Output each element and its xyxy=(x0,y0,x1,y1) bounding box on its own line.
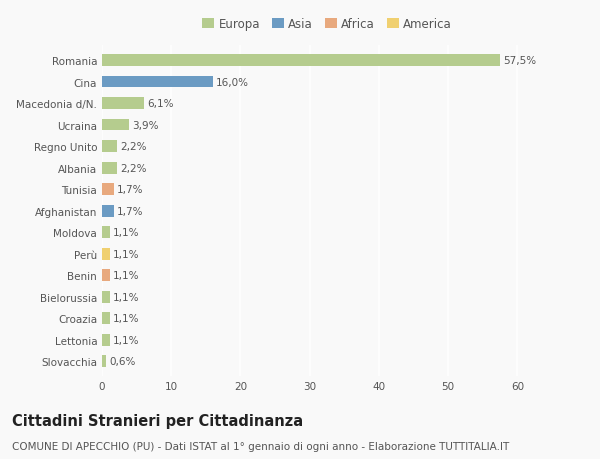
Bar xyxy=(102,77,213,88)
Text: 1,1%: 1,1% xyxy=(113,270,140,280)
Bar xyxy=(102,98,144,110)
Text: 0,6%: 0,6% xyxy=(110,356,136,366)
Text: 2,2%: 2,2% xyxy=(121,142,147,152)
Text: 2,2%: 2,2% xyxy=(121,163,147,173)
Text: 1,1%: 1,1% xyxy=(113,313,140,324)
Text: 6,1%: 6,1% xyxy=(148,99,174,109)
Text: 1,1%: 1,1% xyxy=(113,249,140,259)
Text: COMUNE DI APECCHIO (PU) - Dati ISTAT al 1° gennaio di ogni anno - Elaborazione T: COMUNE DI APECCHIO (PU) - Dati ISTAT al … xyxy=(12,441,509,451)
Text: 1,1%: 1,1% xyxy=(113,292,140,302)
Bar xyxy=(102,141,117,153)
Bar xyxy=(102,227,110,239)
Bar xyxy=(102,162,117,174)
Bar xyxy=(102,313,110,325)
Bar xyxy=(102,291,110,303)
Text: 57,5%: 57,5% xyxy=(503,56,536,66)
Bar xyxy=(102,334,110,346)
Bar xyxy=(102,269,110,281)
Bar xyxy=(102,248,110,260)
Bar xyxy=(102,355,106,367)
Text: 16,0%: 16,0% xyxy=(216,78,249,87)
Bar xyxy=(102,119,129,131)
Bar xyxy=(102,55,500,67)
Text: 1,7%: 1,7% xyxy=(117,185,144,195)
Bar xyxy=(102,205,114,217)
Text: 1,1%: 1,1% xyxy=(113,335,140,345)
Text: Cittadini Stranieri per Cittadinanza: Cittadini Stranieri per Cittadinanza xyxy=(12,413,303,428)
Legend: Europa, Asia, Africa, America: Europa, Asia, Africa, America xyxy=(199,16,455,34)
Bar xyxy=(102,184,114,196)
Text: 3,9%: 3,9% xyxy=(133,120,159,130)
Text: 1,7%: 1,7% xyxy=(117,206,144,216)
Text: 1,1%: 1,1% xyxy=(113,228,140,238)
